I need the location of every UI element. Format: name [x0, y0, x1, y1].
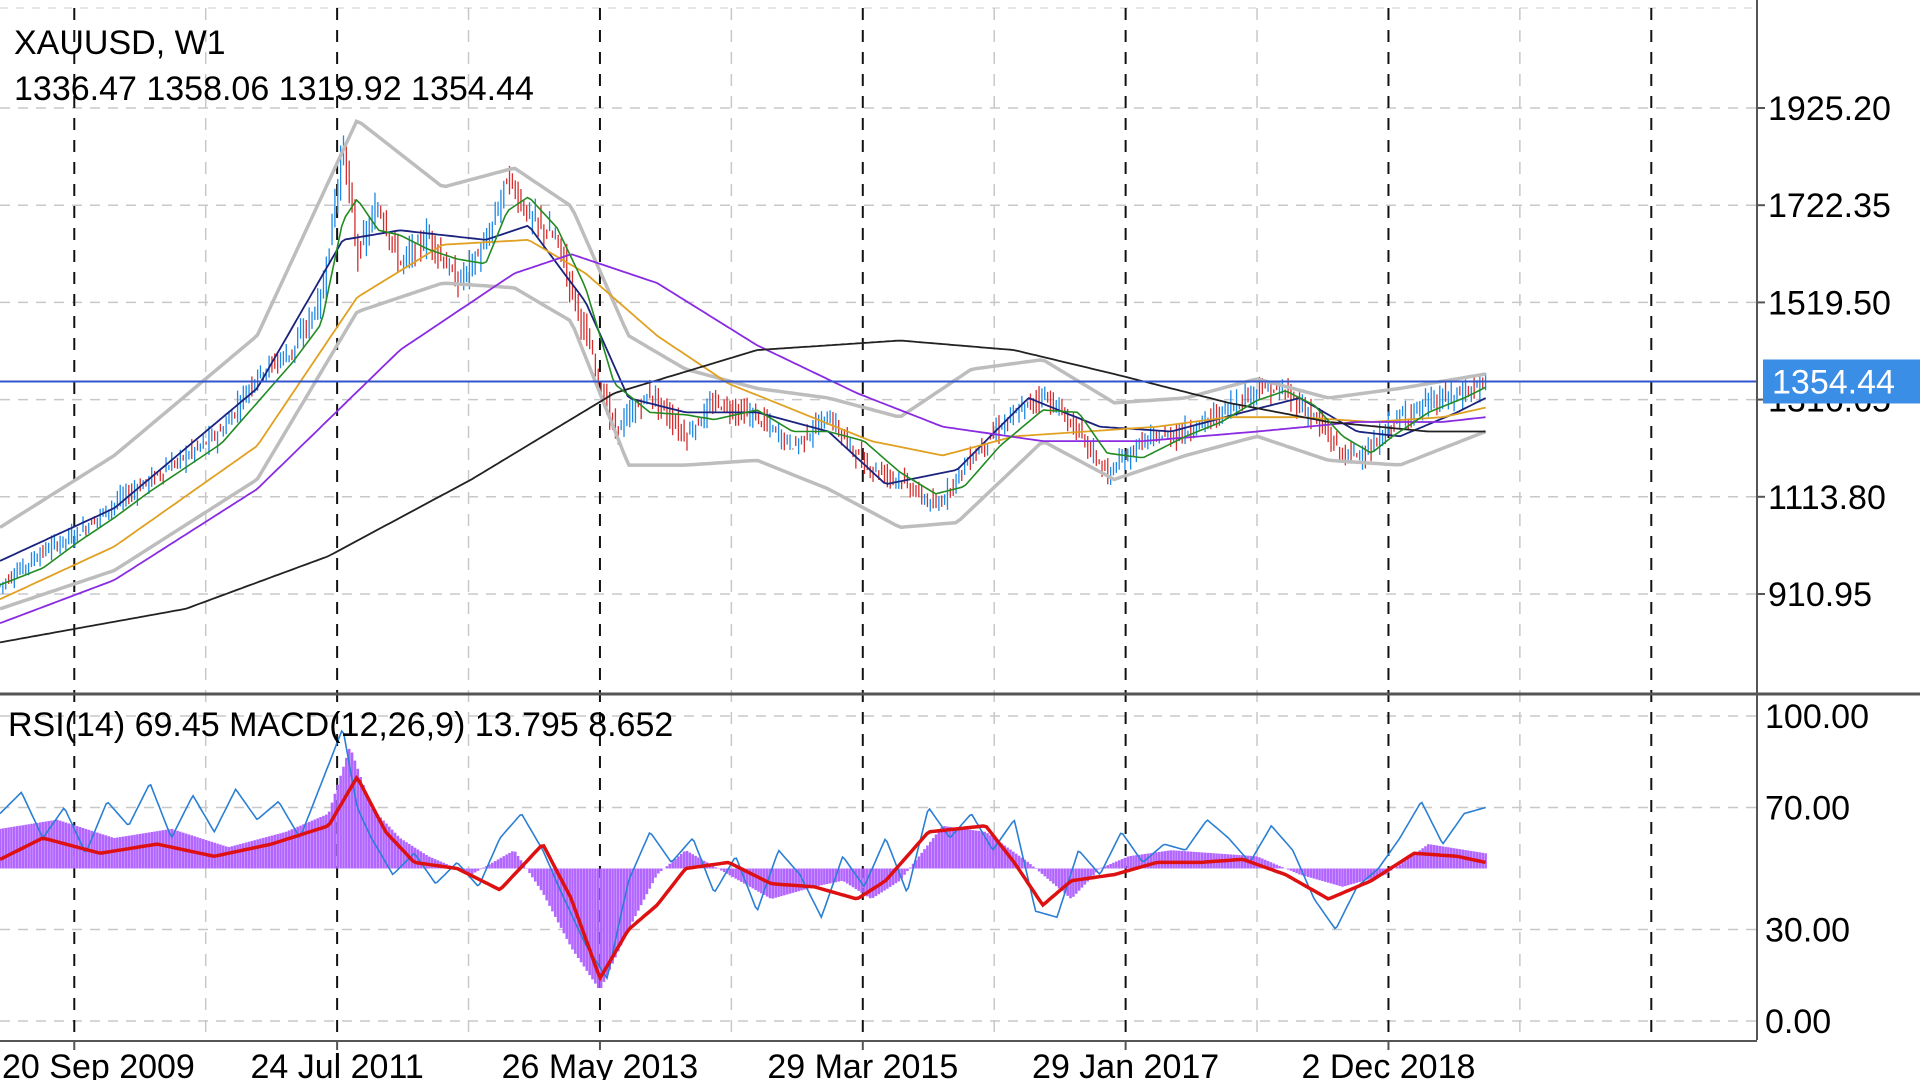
current-price-badge — [1763, 359, 1920, 404]
time-tick-label: 29 Jan 2017 — [1032, 1048, 1219, 1080]
ma-purple — [0, 253, 1486, 625]
price-tick-label: 1113.80 — [1768, 479, 1886, 517]
time-tick-label: 26 May 2013 — [502, 1048, 699, 1080]
ma-orange — [0, 238, 1486, 601]
moving-averages — [0, 196, 1487, 644]
time-tick-label: 29 Mar 2015 — [767, 1048, 958, 1080]
price-tick-label: 910.95 — [1768, 576, 1872, 614]
price-tick-label: 1925.20 — [1768, 90, 1891, 128]
time-tick-label: 20 Sep 2009 — [2, 1048, 195, 1080]
bollinger-bands — [0, 119, 1487, 611]
indicator-panel — [0, 729, 1487, 989]
osc-tick-label: 70.00 — [1765, 790, 1850, 828]
bollinger-lower — [0, 281, 1487, 611]
osc-tick-label: 30.00 — [1765, 912, 1850, 950]
time-tick-label: 24 Jul 2011 — [250, 1048, 423, 1080]
current-price-label: 1354.44 — [1772, 363, 1895, 401]
ohlc-label: 1336.47 1358.06 1319.92 1354.44 — [14, 70, 534, 108]
price-tick-label: 1519.50 — [1768, 284, 1891, 322]
time-tick-label: 2 Dec 2018 — [1302, 1048, 1476, 1080]
bollinger-upper — [0, 119, 1486, 529]
osc-tick-label: 100.00 — [1765, 698, 1869, 736]
osc-tick-label: 0.00 — [1765, 1003, 1831, 1041]
current-price-marker: 1354.44 — [1763, 359, 1920, 404]
macd-signal-line — [0, 774, 1486, 982]
ma-black — [0, 339, 1486, 644]
symbol-label: XAUUSD, W1 — [14, 24, 226, 62]
rsi-line — [0, 729, 1486, 981]
ma-green — [0, 196, 1486, 586]
price-tick-label: 1722.35 — [1768, 187, 1891, 225]
indicator-header: RSI(14) 69.45 MACD(12,26,9) 13.795 8.652 — [8, 706, 673, 744]
